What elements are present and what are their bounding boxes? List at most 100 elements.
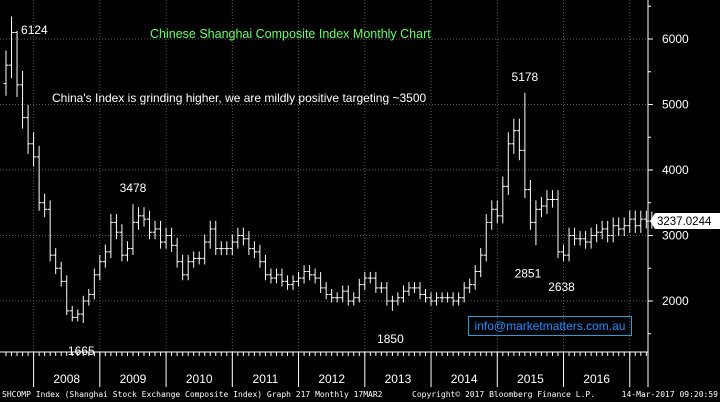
ohlc-bar <box>323 282 329 300</box>
ohlc-bar <box>417 282 423 300</box>
ohlc-bar <box>527 179 533 230</box>
ohlc-bar <box>505 132 511 195</box>
grid-lines <box>0 0 648 352</box>
y-tick-label: 3000 <box>662 229 689 243</box>
ohlc-bar <box>273 268 279 284</box>
ohlc-bar <box>158 220 164 249</box>
chart-annotation: China's Index is grinding higher, we are… <box>52 91 427 105</box>
x-tick-label: 2014 <box>451 372 478 386</box>
last-value-label: 3237.0244 <box>657 216 712 228</box>
ohlc-bar <box>130 204 136 256</box>
ohlc-bar <box>235 227 241 249</box>
ohlc-bar <box>362 271 368 290</box>
ohlc-bar <box>583 231 589 249</box>
ohlc-bar <box>389 295 395 311</box>
ohlc-bar <box>378 282 384 293</box>
ohlc-bar <box>395 292 401 306</box>
ohlc-bar <box>384 282 390 306</box>
ohlc-bar <box>572 227 578 246</box>
ohlc-bar <box>428 292 434 306</box>
ohlc-bar <box>246 231 252 256</box>
ohlc-bar <box>566 227 572 262</box>
ohlc-bar <box>423 288 429 303</box>
ohlc-bar <box>450 292 456 306</box>
ohlc-bar <box>147 210 153 240</box>
ohlc-bar <box>124 241 130 262</box>
ohlc-bar <box>191 251 197 268</box>
watermark-email[interactable]: info@marketmatters.com.au <box>468 316 632 336</box>
point-label: 2851 <box>515 266 542 280</box>
ohlc-bar <box>616 217 622 237</box>
ohlc-bar <box>489 200 495 230</box>
ohlc-bar <box>406 282 412 297</box>
x-tick-label: 2013 <box>385 372 412 386</box>
ohlc-bar <box>307 265 313 281</box>
ohlc-bar <box>411 282 417 293</box>
ohlc-bar <box>202 234 208 265</box>
ohlc-bar <box>533 200 539 246</box>
footer-bar: SHCOMP Index (Shanghai Stock Exchange Co… <box>0 387 720 402</box>
ohlc-bar <box>522 92 528 199</box>
y-tick-label: 4000 <box>662 163 689 177</box>
ohlc-bar <box>64 275 70 316</box>
ohlc-bar <box>31 132 37 167</box>
x-tick-label: 2016 <box>583 372 610 386</box>
ohlc-bar <box>456 292 462 306</box>
ohlc-bar <box>135 207 141 230</box>
ohlc-bar <box>472 265 478 290</box>
ohlc-bar <box>218 241 224 256</box>
ohlc-bar <box>268 268 274 284</box>
ohlc-bar <box>53 248 59 274</box>
ohlc-bar <box>25 105 31 154</box>
ohlc-bar <box>91 268 97 300</box>
ohlc-bar <box>113 214 119 240</box>
ohlc-bar <box>75 309 81 322</box>
ohlc-bar <box>434 292 440 306</box>
ohlc-bar <box>516 118 522 161</box>
ohlc-bar <box>285 275 291 290</box>
ohlc-bar <box>445 292 451 303</box>
ohlc-bar <box>494 200 500 224</box>
ohlc-bar <box>240 227 246 246</box>
ohlc-bar <box>58 261 64 287</box>
ohlc-bar <box>605 220 611 243</box>
ohlc-bar <box>257 244 263 268</box>
ohlc-bar <box>296 271 302 287</box>
ohlc-bar <box>86 288 92 306</box>
ohlc-bar <box>213 220 219 256</box>
ohlc-bar <box>500 176 506 224</box>
point-label: 1850 <box>377 332 404 346</box>
ohlc-bar <box>478 248 484 278</box>
ohlc-bar <box>345 285 351 306</box>
chart-title: Chinese Shanghai Composite Index Monthly… <box>150 27 431 41</box>
point-label: 5178 <box>512 70 539 84</box>
ohlc-bar <box>42 193 48 218</box>
ohlc-bar <box>610 217 616 243</box>
point-labels: 6124 1665 3478 1850 5178 2851 2638 <box>21 23 575 358</box>
ohlc-bar <box>599 220 605 240</box>
ohlc-bar <box>9 16 15 79</box>
ohlc-bar <box>196 251 202 265</box>
ohlc-bar <box>80 295 86 323</box>
ohlc-bar <box>102 244 108 268</box>
point-label: 1665 <box>68 344 95 358</box>
ohlc-bar <box>141 207 147 227</box>
ohlc-bar <box>169 227 175 252</box>
point-label: 2638 <box>548 280 575 294</box>
ohlc-bar <box>367 271 373 284</box>
point-label: 6124 <box>21 23 48 37</box>
y-tick-labels: 2000 3000 4000 5000 6000 <box>662 32 689 308</box>
ohlc-bar <box>290 275 296 290</box>
x-tick-label: 2012 <box>318 372 345 386</box>
ohlc-bar <box>229 234 235 256</box>
ohlc-bar <box>20 70 26 129</box>
ohlc-bar <box>301 265 307 284</box>
axes <box>0 0 653 387</box>
ohlc-bar <box>467 278 473 293</box>
x-tick-label: 2009 <box>120 372 147 386</box>
footer-security-info: SHCOMP Index (Shanghai Stock Exchange Co… <box>2 390 383 399</box>
ohlc-bar <box>621 217 627 237</box>
y-tick-label: 2000 <box>662 294 689 308</box>
ohlc-bar <box>373 271 379 293</box>
ohlc-bar <box>356 278 362 303</box>
